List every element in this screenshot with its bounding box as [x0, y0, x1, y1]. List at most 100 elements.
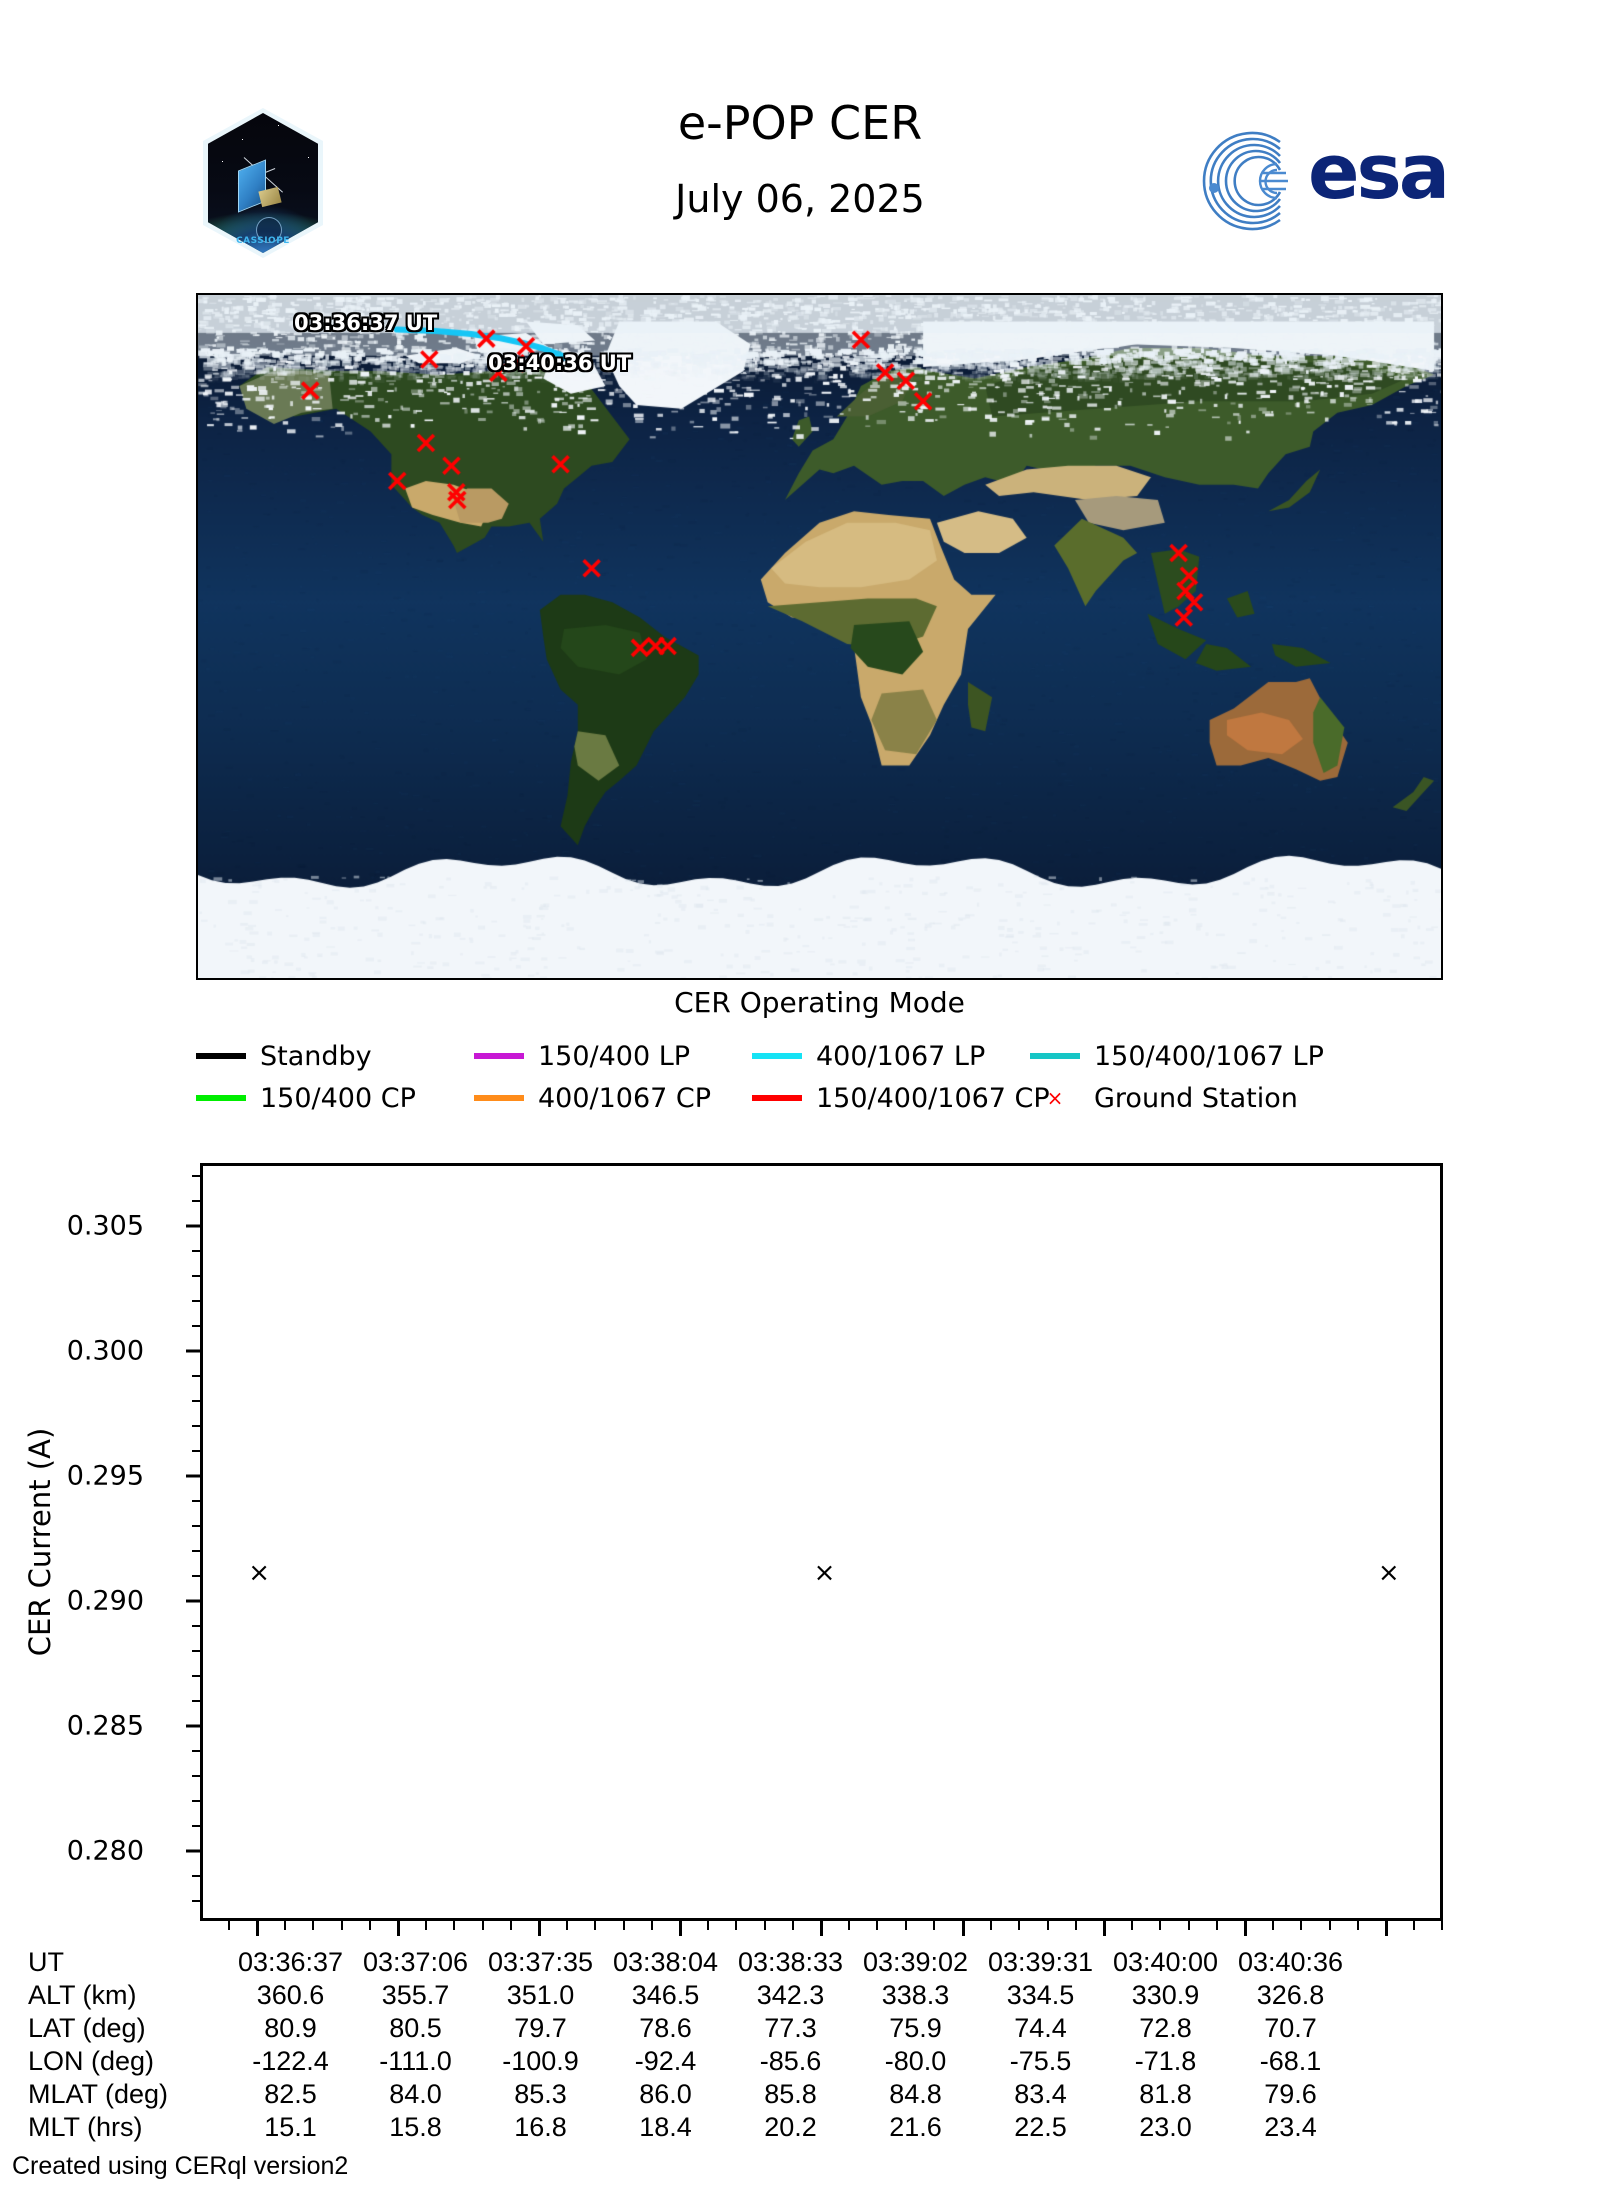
table-row-label: LON (deg) — [0, 2045, 228, 2078]
x-axis-minor-tick — [933, 1921, 935, 1930]
x-axis-tick-mark — [1244, 1921, 1247, 1936]
table-cell: -80.0 — [853, 2045, 978, 2078]
operating-mode-legend: Standby 150/400 LP 400/1067 LP 150/400/1067… — [196, 1035, 1443, 1125]
table-cell: 81.8 — [1103, 2078, 1228, 2111]
legend-entry-150-400-cp: 150/400 CP — [196, 1077, 416, 1119]
table-cell: 85.8 — [728, 2078, 853, 2111]
x-axis-minor-tick — [905, 1921, 907, 1930]
y-axis-minor-tick — [192, 1675, 200, 1677]
legend-label: 150/400 CP — [260, 1083, 416, 1114]
legend-entry-ground-station: × Ground Station — [1030, 1077, 1298, 1119]
x-axis-minor-tick — [764, 1921, 766, 1930]
x-axis-minor-tick — [735, 1921, 737, 1930]
table-cell: 83.4 — [978, 2078, 1103, 2111]
y-axis-minor-tick — [192, 1575, 200, 1577]
x-axis-tick-mark — [397, 1921, 400, 1936]
x-axis-minor-tick — [1272, 1921, 1274, 1930]
table-cell: 351.0 — [478, 1979, 603, 2012]
legend-label: Ground Station — [1094, 1083, 1298, 1114]
legend-label: 400/1067 CP — [538, 1083, 711, 1114]
x-axis-minor-tick — [1300, 1921, 1302, 1930]
page-date: July 06, 2025 — [400, 180, 1200, 218]
table-cell: 86.0 — [603, 2078, 728, 2111]
x-axis-minor-tick — [566, 1921, 568, 1930]
y-axis-tick-label: 0.280 — [67, 1835, 144, 1866]
table-cell: 84.0 — [353, 2078, 478, 2111]
table-row: UT 03:36:37 03:37:06 03:37:35 03:38:04 03:38:… — [0, 1946, 1353, 1979]
x-axis-minor-tick — [707, 1921, 709, 1930]
y-axis-minor-tick — [192, 1400, 200, 1402]
table-cell: -75.5 — [978, 2045, 1103, 2078]
table-row-label: LAT (deg) — [0, 2012, 228, 2045]
x-axis-minor-tick — [1018, 1921, 1020, 1930]
table-cell: 346.5 — [603, 1979, 728, 2012]
table-cell: 03:37:06 — [353, 1946, 478, 1979]
y-axis-minor-tick — [192, 1775, 200, 1777]
x-axis-minor-tick — [1329, 1921, 1331, 1930]
y-axis-minor-tick — [192, 1425, 200, 1427]
legend-label: 150/400 LP — [538, 1041, 690, 1072]
table-row: ALT (km) 360.6 355.7 351.0 346.5 342.3 338.3 33… — [0, 1979, 1353, 2012]
table-cell: 23.0 — [1103, 2111, 1228, 2144]
table-cell: 23.4 — [1228, 2111, 1353, 2144]
y-axis-tick-mark — [186, 1349, 200, 1352]
x-axis-minor-tick — [425, 1921, 427, 1930]
ephemeris-table: UT 03:36:37 03:37:06 03:37:35 03:38:04 03:38:… — [0, 1946, 1600, 2144]
data-point-marker: × — [812, 1560, 838, 1586]
world-map-image — [198, 295, 1441, 978]
x-axis-tick-mark — [962, 1921, 965, 1936]
x-axis-minor-tick — [1131, 1921, 1133, 1930]
map-subtitle: CER Operating Mode — [196, 986, 1443, 1019]
x-axis-minor-tick — [876, 1921, 878, 1930]
x-axis-minor-tick — [1216, 1921, 1218, 1930]
table-cell: -92.4 — [603, 2045, 728, 2078]
legend-row-1: Standby 150/400 LP 400/1067 LP 150/400/1067… — [196, 1035, 1443, 1077]
table-cell: 79.7 — [478, 2012, 603, 2045]
world-map-panel[interactable]: 03:36:37 UT 03:40:36 UT — [196, 293, 1443, 980]
table-cell: 342.3 — [728, 1979, 853, 2012]
table-cell: 18.4 — [603, 2111, 728, 2144]
legend-entry-400-1067-cp: 400/1067 CP — [474, 1077, 711, 1119]
ground-station-marker-icon: × — [1030, 1088, 1080, 1108]
table-cell: 84.8 — [853, 2078, 978, 2111]
cer-current-plot[interactable]: × × × — [200, 1163, 1443, 1921]
x-axis-minor-tick — [1413, 1921, 1415, 1930]
y-axis-minor-tick — [192, 1175, 200, 1177]
cassiope-mission-logo: CASSIOPE — [203, 108, 323, 258]
y-axis-minor-tick — [192, 1700, 200, 1702]
legend-entry-150-400-1067-lp: 150/400/1067 LP — [1030, 1035, 1324, 1077]
x-axis-minor-tick — [228, 1921, 230, 1930]
y-axis-tick-mark — [186, 1849, 200, 1852]
table-cell: 77.3 — [728, 2012, 853, 2045]
table-cell: 85.3 — [478, 2078, 603, 2111]
table-cell: 82.5 — [228, 2078, 353, 2111]
table-row: MLT (hrs) 15.1 15.8 16.8 18.4 20.2 21.6 22.5 23.… — [0, 2111, 1353, 2144]
table-cell: 03:36:37 — [228, 1946, 353, 1979]
x-axis-tick-mark — [679, 1921, 682, 1936]
table-cell: 75.9 — [853, 2012, 978, 2045]
table-row: MLAT (deg) 82.5 84.0 85.3 86.0 85.8 84.8 83.4 81… — [0, 2078, 1353, 2111]
y-axis-tick-mark — [186, 1474, 200, 1477]
y-axis-minor-tick — [192, 1875, 200, 1877]
x-axis-minor-tick — [792, 1921, 794, 1930]
legend-color-swatch — [752, 1053, 802, 1059]
x-axis-minor-tick — [1441, 1921, 1443, 1930]
table-cell: 15.8 — [353, 2111, 478, 2144]
x-axis-minor-tick — [369, 1921, 371, 1930]
legend-entry-standby: Standby — [196, 1035, 372, 1077]
y-axis-tick-label: 0.300 — [67, 1335, 144, 1366]
table-cell: 78.6 — [603, 2012, 728, 2045]
table-cell: -100.9 — [478, 2045, 603, 2078]
legend-color-swatch — [196, 1095, 246, 1101]
y-axis-minor-tick — [192, 1300, 200, 1302]
y-axis-minor-tick — [192, 1500, 200, 1502]
table-row: LON (deg) -122.4 -111.0 -100.9 -92.4 -85.6 -80… — [0, 2045, 1353, 2078]
table-cell: 03:40:00 — [1103, 1946, 1228, 1979]
esa-wordmark: esa — [1308, 134, 1447, 210]
y-axis-tick-mark — [186, 1224, 200, 1227]
y-axis-tick-mark — [186, 1599, 200, 1602]
y-axis-title: CER Current (A) — [23, 1428, 57, 1657]
table-cell: 338.3 — [853, 1979, 978, 2012]
table-cell: 03:37:35 — [478, 1946, 603, 1979]
x-axis-minor-tick — [1188, 1921, 1190, 1930]
